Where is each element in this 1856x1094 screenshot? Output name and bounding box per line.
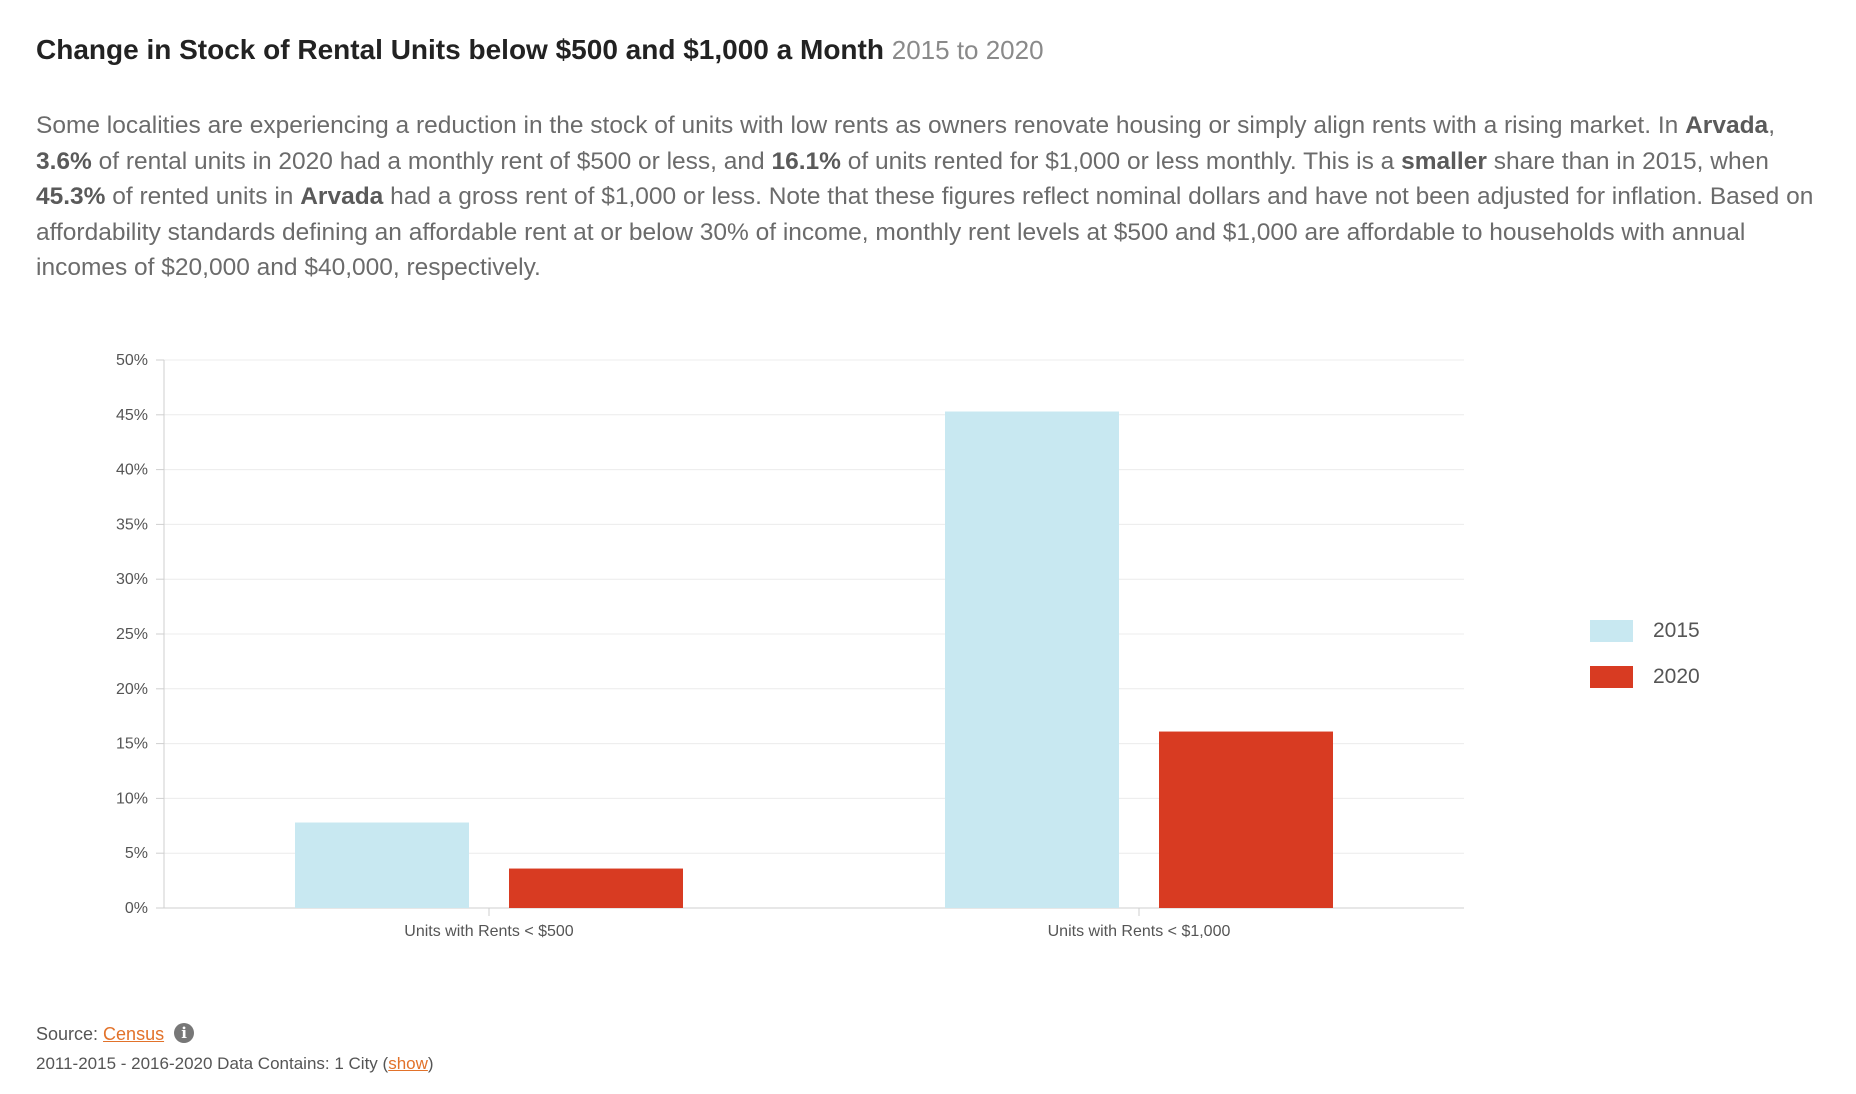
bar-2015 <box>295 822 469 908</box>
source-label: Source: <box>36 1024 104 1044</box>
desc-text: had a gross rent of $1,000 or less. Note… <box>36 183 1814 281</box>
y-tick-label: 10% <box>116 790 148 807</box>
y-tick-label: 45% <box>116 407 148 424</box>
desc-text: of rental units in 2020 had a monthly re… <box>91 147 772 175</box>
contains-suffix: ) <box>427 1054 434 1073</box>
desc-pct-2015: 45.3% <box>36 183 106 210</box>
title-text: Change in Stock of Rental Units below $5… <box>36 34 884 65</box>
y-tick-label: 35% <box>116 516 148 533</box>
desc-text: , <box>1768 112 1775 139</box>
data-contains-line: 2011-2015 - 2016-2020 Data Contains: 1 C… <box>36 1054 434 1074</box>
desc-text: of rented units in <box>105 183 301 210</box>
legend-label-2020: 2020 <box>1653 665 1700 688</box>
x-tick-label: Units with Rents < $500 <box>404 923 574 940</box>
bar-2020 <box>1159 731 1333 908</box>
source-line: Source: Census i <box>36 1023 195 1045</box>
y-tick-label: 15% <box>116 736 148 753</box>
chart-legend: 2015 2020 <box>1590 608 1700 700</box>
desc-pct-1000: 16.1% <box>771 147 841 175</box>
info-icon[interactable]: i <box>174 1023 195 1043</box>
legend-label-2015: 2015 <box>1653 619 1700 642</box>
desc-comparison: smaller <box>1401 147 1487 175</box>
y-tick-label: 25% <box>116 626 148 643</box>
legend-item-2015[interactable]: 2015 <box>1590 608 1700 654</box>
desc-place: Arvada <box>1685 112 1769 139</box>
y-tick-label: 30% <box>116 571 148 588</box>
x-tick-label: Units with Rents < $1,000 <box>1048 923 1231 940</box>
legend-swatch-2020 <box>1590 666 1633 688</box>
bar-chart: 0% 5% 10% 15% 20% 25% 30% 35% 40% 45% 50% Units wit… <box>116 352 1464 940</box>
desc-text: share than in 2015, when <box>1486 147 1769 175</box>
y-tick-label: 0% <box>125 900 148 917</box>
title-years: 2015 to 2020 <box>891 35 1044 65</box>
desc-text: of units rented for $1,000 or less month… <box>840 147 1402 175</box>
y-tick-label: 50% <box>116 352 148 369</box>
bar-2020 <box>509 868 683 908</box>
y-tick-label: 40% <box>116 462 148 479</box>
desc-pct-500: 3.6% <box>36 147 92 175</box>
chart-title: Change in Stock of Rental Units below $5… <box>36 34 1044 66</box>
bar-2015 <box>945 411 1119 908</box>
desc-place: Arvada <box>300 183 384 210</box>
census-link[interactable]: Census <box>103 1024 165 1044</box>
y-tick-label: 5% <box>125 845 148 862</box>
description: Some localities are experiencing a reduc… <box>36 108 1836 286</box>
legend-swatch-2015 <box>1590 620 1633 642</box>
y-tick-label: 20% <box>116 681 148 698</box>
legend-item-2020[interactable]: 2020 <box>1590 654 1700 700</box>
desc-text: Some localities are experiencing a reduc… <box>36 112 1686 139</box>
contains-prefix: 2011-2015 - 2016-2020 Data Contains: 1 C… <box>36 1054 389 1073</box>
show-link[interactable]: show <box>388 1054 428 1073</box>
